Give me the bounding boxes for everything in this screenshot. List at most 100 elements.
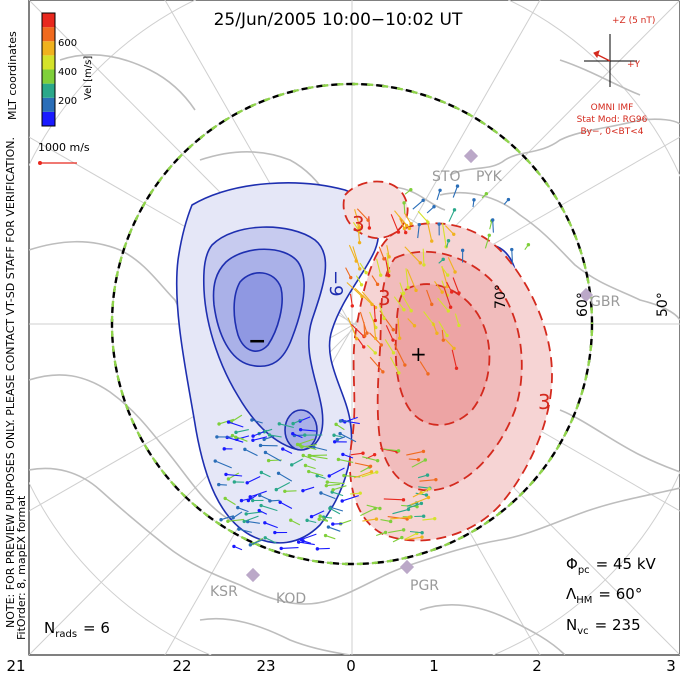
velocity-vector-origin	[441, 290, 444, 293]
velocity-vector-origin	[259, 504, 262, 507]
velocity-vector-origin	[453, 208, 456, 211]
mlt-tick-0: 0	[346, 657, 356, 674]
mlt-tick-3: 3	[666, 657, 676, 674]
stat-nrads: Nrads= 6	[44, 619, 110, 640]
chart-title: 25/Jun/2005 10:00−10:02 UT	[214, 10, 463, 30]
velocity-vector-origin	[267, 459, 270, 462]
velocity-vector-origin	[318, 518, 321, 521]
velocity-vector-origin	[374, 337, 377, 340]
velocity-vector-origin	[452, 347, 455, 350]
velocity-vector-origin	[268, 433, 271, 436]
velocity-vector-origin	[420, 502, 423, 505]
velocity-vector-origin	[336, 438, 339, 441]
velocity-vector-origin	[359, 491, 362, 494]
velocity-vector-origin	[432, 205, 435, 208]
velocity-vector	[413, 200, 423, 209]
velocity-vector	[512, 250, 513, 264]
velocity-vector-origin	[488, 234, 491, 237]
velocity-vector-origin	[342, 474, 345, 477]
velocity-vector-origin	[351, 304, 354, 307]
velocity-vector-origin	[251, 499, 254, 502]
velocity-vector-origin	[457, 291, 460, 294]
velocity-vector-origin	[461, 249, 464, 252]
velocity-vector-origin	[426, 372, 429, 375]
velocity-vector-origin	[227, 420, 230, 423]
imf-condition-label: By−, 0<BT<4	[581, 127, 644, 137]
velocity-vector-origin	[376, 459, 379, 462]
velocity-vector-origin	[426, 220, 429, 223]
potential-label-negative: −9	[325, 270, 346, 297]
velocity-vector-origin	[422, 515, 425, 518]
velocity-vector-origin	[491, 218, 494, 221]
velocity-vector-origin	[433, 517, 436, 520]
velocity-vector-origin	[457, 324, 460, 327]
velocity-vector-origin	[236, 506, 239, 509]
velocity-vector-origin	[363, 334, 366, 337]
colorbar-tick-400: 400	[58, 67, 77, 78]
velocity-vector-origin	[275, 488, 278, 491]
colorbar-tick-200: 200	[58, 96, 77, 107]
velocity-vector-origin	[392, 328, 395, 331]
stat-nvc: Nvc= 235	[566, 616, 641, 637]
latitude-label-60: 60°	[575, 292, 591, 317]
velocity-vector-origin	[231, 516, 234, 519]
velocity-vector-origin	[250, 418, 253, 421]
colorbar-block	[42, 70, 55, 84]
radar-label-kod: KOD	[276, 591, 306, 607]
velocity-vector	[423, 249, 424, 265]
velocity-vector-origin	[373, 507, 376, 510]
velocity-vector-origin	[264, 451, 267, 454]
velocity-vector-origin	[361, 451, 364, 454]
velocity-vector-origin	[455, 367, 458, 370]
velocity-vector-origin	[278, 501, 281, 504]
velocity-vector-origin	[365, 331, 368, 334]
imf-bz-label: +Z (5 nT)	[612, 16, 655, 26]
velocity-vector-origin	[358, 267, 361, 270]
velocity-vector-origin	[447, 309, 450, 312]
velocity-vector-origin	[510, 248, 513, 251]
colorbar-block	[42, 112, 55, 126]
velocity-vector-origin	[384, 531, 387, 534]
velocity-vector-origin	[409, 188, 412, 191]
velocity-vector-origin	[378, 507, 381, 510]
velocity-vector-origin	[403, 363, 406, 366]
velocity-vector-origin	[391, 338, 394, 341]
velocity-vector-origin	[409, 222, 412, 225]
velocity-vector-origin	[214, 459, 217, 462]
velocity-vector-origin	[310, 515, 313, 518]
velocity-vector-origin	[402, 308, 405, 311]
mlt-tick-22: 22	[172, 657, 191, 674]
velocity-vector-origin	[224, 473, 227, 476]
velocity-vector-origin	[291, 432, 294, 435]
velocity-vector-origin	[296, 443, 299, 446]
velocity-vector-origin	[452, 233, 455, 236]
velocity-vector-origin	[278, 422, 281, 425]
radar-label-gbr: GBR	[590, 294, 620, 310]
velocity-vector-origin	[392, 351, 395, 354]
velocity-vector-origin	[234, 431, 237, 434]
velocity-vector-origin	[410, 309, 413, 312]
velocity-vector-origin	[379, 274, 382, 277]
velocity-vector-origin	[318, 514, 321, 517]
reference-vector-dot	[38, 161, 42, 165]
velocity-vector-origin	[297, 540, 300, 543]
velocity-vector-origin	[246, 481, 249, 484]
velocity-vector-origin	[291, 422, 294, 425]
velocity-vector-origin	[435, 332, 438, 335]
colorbar	[42, 13, 55, 126]
velocity-vector-origin	[447, 239, 450, 242]
velocity-vector-origin	[402, 201, 405, 204]
potential-label-positive-1: 3	[352, 212, 365, 236]
velocity-vector-origin	[358, 241, 361, 244]
stats: Φpc= 45 kV ΛHM= 60° Nvc= 235 Nrads= 6	[44, 555, 657, 640]
velocity-vector-origin	[227, 477, 230, 480]
velocity-vector-origin	[251, 439, 254, 442]
stat-lambda: ΛHM= 60°	[566, 585, 642, 606]
velocity-vector-origin	[289, 519, 292, 522]
velocity-vector-origin	[438, 189, 441, 192]
colorbar-label: Vel [m/s]	[83, 56, 94, 100]
velocity-vector-origin	[422, 263, 425, 266]
velocity-vector-origin	[369, 465, 372, 468]
velocity-vector-origin	[355, 337, 358, 340]
